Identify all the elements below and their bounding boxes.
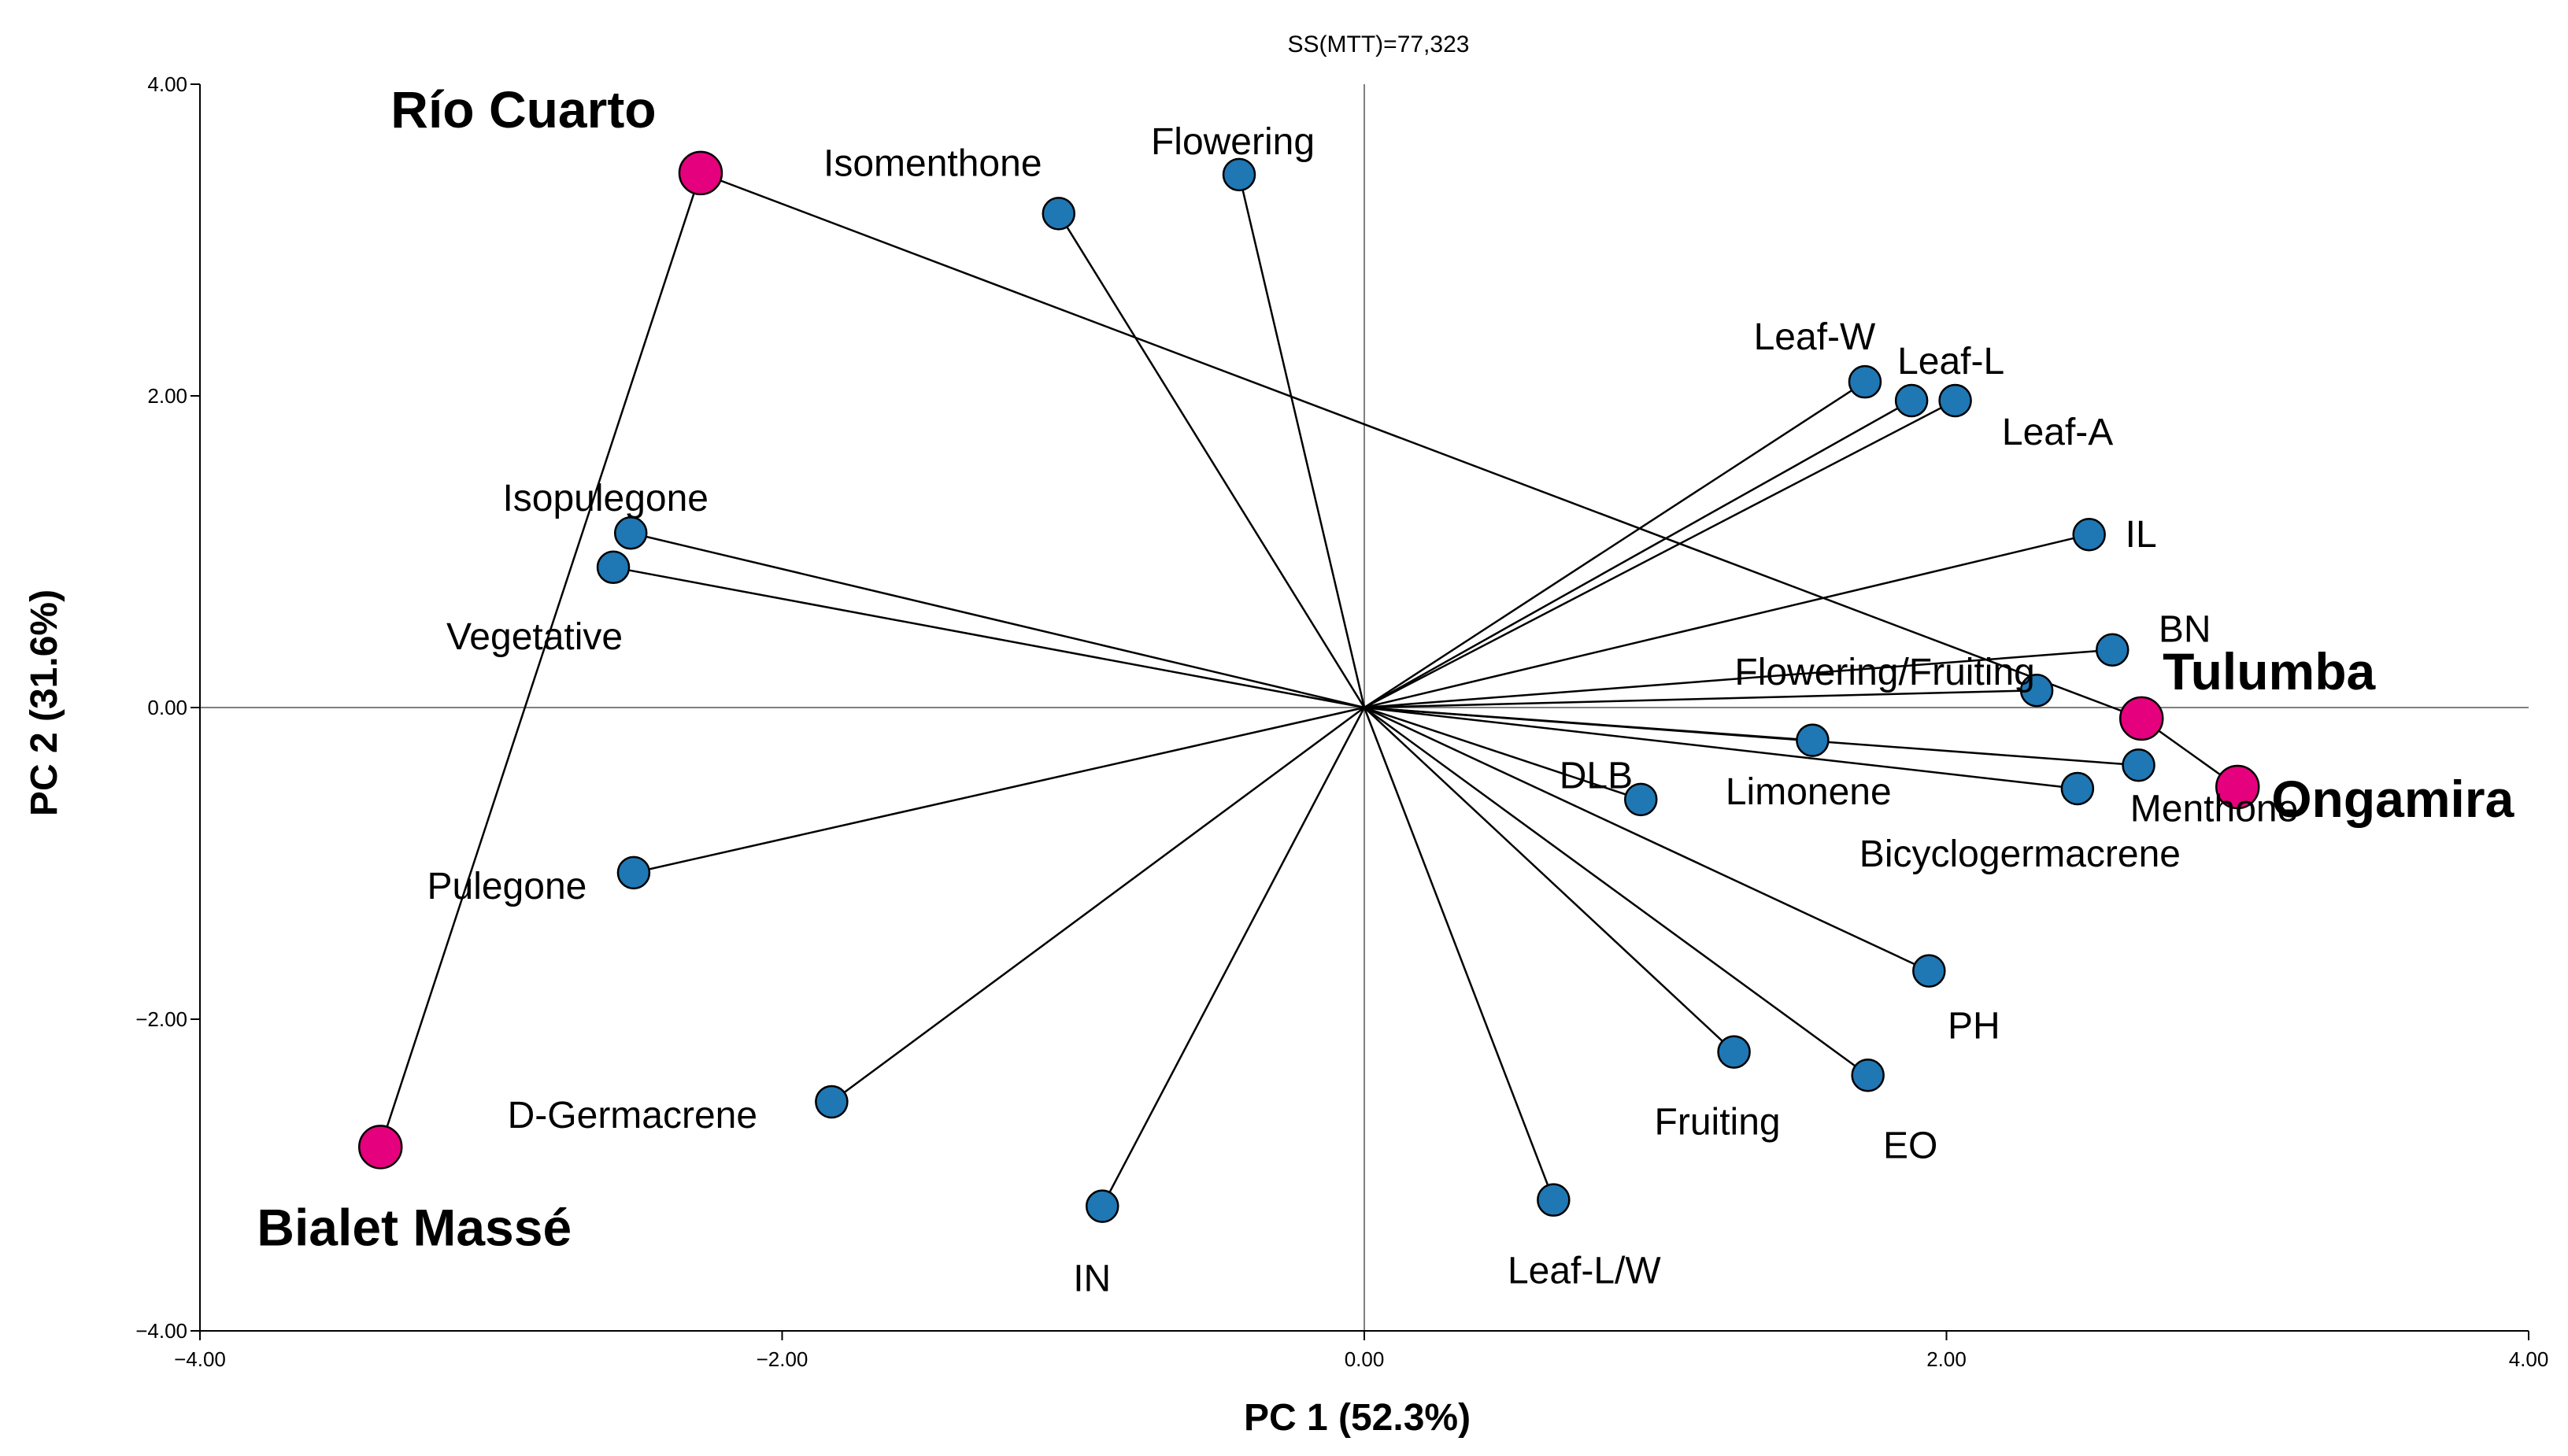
vector-pulegone bbox=[633, 706, 1365, 874]
variable-label-in: IN bbox=[1073, 1258, 1111, 1300]
vector-leaf-w bbox=[1364, 381, 1866, 709]
variable-point-eo bbox=[1851, 1059, 1885, 1092]
variable-point-d-germacrene bbox=[815, 1085, 849, 1119]
site-point-tulumba bbox=[2118, 696, 2164, 741]
variable-label-bicyclogermacrene: Bicyclogermacrene bbox=[1859, 833, 2181, 875]
variable-label-eo: EO bbox=[1883, 1125, 1937, 1166]
variable-label-fruiting: Fruiting bbox=[1655, 1102, 1781, 1144]
vector-ph bbox=[1364, 706, 1930, 972]
vector-flowering-fruiting bbox=[1364, 689, 2037, 709]
vector-fruiting bbox=[1364, 707, 1735, 1053]
x-tick-label: 0.00 bbox=[1345, 1347, 1385, 1371]
variable-point-flowering bbox=[1222, 157, 1256, 192]
variable-point-isopulegone bbox=[613, 516, 648, 550]
y-tick-label: −2.00 bbox=[135, 1007, 187, 1031]
variable-label-pulegone: Pulegone bbox=[427, 866, 586, 907]
y-axis-title: PC 2 (31.6%) bbox=[24, 589, 65, 816]
variable-label-isomenthone: Isomenthone bbox=[823, 142, 1042, 184]
variable-labels: Isomenthone Flowering Leaf-W Leaf-L Leaf-A IL… bbox=[427, 121, 2298, 1300]
x-tick-label: −4.00 bbox=[174, 1347, 226, 1371]
variable-label-limonene: Limonene bbox=[1726, 771, 1892, 813]
variable-vectors bbox=[612, 174, 2139, 1207]
variable-point-pulegone bbox=[616, 855, 651, 890]
y-tick-label: 2.00 bbox=[147, 384, 187, 408]
vector-leaf-l-w bbox=[1363, 707, 1555, 1201]
variable-point-in bbox=[1085, 1189, 1119, 1223]
vector-eo bbox=[1364, 706, 1869, 1077]
chart-subtitle: SS(MTT)=77,323 bbox=[1288, 31, 1470, 57]
vector-il bbox=[1364, 534, 2089, 709]
variable-point-leaf-w bbox=[1848, 364, 1882, 399]
site-label-ongamira: Ongamira bbox=[2271, 770, 2514, 828]
variable-label-leaf-w: Leaf-W bbox=[1754, 316, 1876, 358]
vector-in bbox=[1101, 707, 1366, 1207]
tick-marks bbox=[191, 83, 2529, 1340]
y-tick-label: 0.00 bbox=[147, 696, 187, 719]
variable-label-menthone: Menthone bbox=[2130, 788, 2299, 830]
variable-label-flowering-fruiting: Flowering/Fruiting bbox=[1734, 652, 2034, 693]
variable-points bbox=[596, 157, 2155, 1223]
variable-label-d-germacrene: D-Germacrene bbox=[508, 1095, 757, 1136]
y-tick-label: −4.00 bbox=[135, 1319, 187, 1343]
variable-point-menthone bbox=[2122, 748, 2155, 782]
vector-isomenthone bbox=[1057, 212, 1366, 708]
variable-point-bicyclogermacrene bbox=[2060, 771, 2095, 806]
site-label-tulumba: Tulumba bbox=[2163, 642, 2376, 700]
variable-point-leaf-l bbox=[1894, 383, 1929, 418]
vector-vegetative bbox=[612, 566, 1365, 709]
x-tick-label: 2.00 bbox=[1926, 1347, 1967, 1371]
site-point-ongamira bbox=[2215, 764, 2260, 810]
variable-label-leaf-a: Leaf-A bbox=[2002, 412, 2113, 453]
variable-label-leaf-l-w: Leaf-L/W bbox=[1508, 1251, 1661, 1292]
variable-label-isopulegone: Isopulegone bbox=[502, 478, 709, 519]
tick-labels: −4.00 −2.00 0.00 2.00 4.00 −4.00 −2.00 0.00 2.00… bbox=[135, 72, 2548, 1371]
y-tick-label: 4.00 bbox=[147, 72, 187, 96]
site-connection-rio-cuarto-tulumba bbox=[700, 172, 2142, 720]
vector-leaf-l bbox=[1364, 399, 1912, 709]
vector-d-germacrene bbox=[831, 706, 1365, 1103]
site-point-rio-cuarto bbox=[678, 150, 723, 196]
site-points bbox=[357, 150, 2260, 1170]
vector-bicyclogermacrene bbox=[1364, 706, 2078, 790]
variable-label-leaf-l: Leaf-L bbox=[1897, 341, 2004, 382]
variable-point-leaf-l-w bbox=[1537, 1183, 1571, 1217]
vector-isopulegone bbox=[630, 532, 1365, 709]
variable-point-ph bbox=[1912, 954, 1946, 988]
variable-point-fruiting bbox=[1717, 1035, 1751, 1069]
x-tick-label: 4.00 bbox=[2509, 1347, 2549, 1371]
site-connection-rio-cuarto-bialet-masse bbox=[379, 172, 702, 1147]
variable-label-il: IL bbox=[2126, 514, 2157, 556]
variable-label-dlb: DLB bbox=[1560, 756, 1633, 797]
variable-point-leaf-a bbox=[1938, 383, 1972, 418]
site-label-rio-cuarto: Río Cuarto bbox=[390, 80, 656, 139]
site-labels: Río Cuarto Tulumba Ongamira Bialet Massé bbox=[257, 80, 2514, 1256]
variable-point-isomenthone bbox=[1042, 197, 1076, 231]
variable-point-bn bbox=[2096, 633, 2130, 667]
variable-point-limonene bbox=[1624, 782, 1658, 817]
variable-label-bn: BN bbox=[2159, 609, 2211, 651]
vector-flowering bbox=[1238, 174, 1366, 708]
variable-label-flowering: Flowering bbox=[1151, 121, 1315, 163]
x-axis-title: PC 1 (52.3%) bbox=[1244, 1397, 1471, 1439]
x-tick-label: −2.00 bbox=[757, 1347, 809, 1371]
vector-limonene bbox=[1364, 706, 1641, 801]
variable-point-vegetative bbox=[596, 550, 631, 585]
vector-leaf-a bbox=[1364, 399, 1956, 709]
variable-label-vegetative: Vegetative bbox=[446, 616, 623, 658]
variable-label-ph: PH bbox=[1948, 1006, 2000, 1048]
variable-point-flowering-fruiting bbox=[2019, 673, 2054, 708]
variable-point-dlb bbox=[1796, 723, 1830, 757]
site-label-bialet-masse: Bialet Massé bbox=[257, 1198, 572, 1256]
site-point-bialet-masse bbox=[357, 1125, 403, 1170]
variable-point-il bbox=[2072, 517, 2106, 552]
vector-menthone bbox=[1364, 706, 2139, 767]
